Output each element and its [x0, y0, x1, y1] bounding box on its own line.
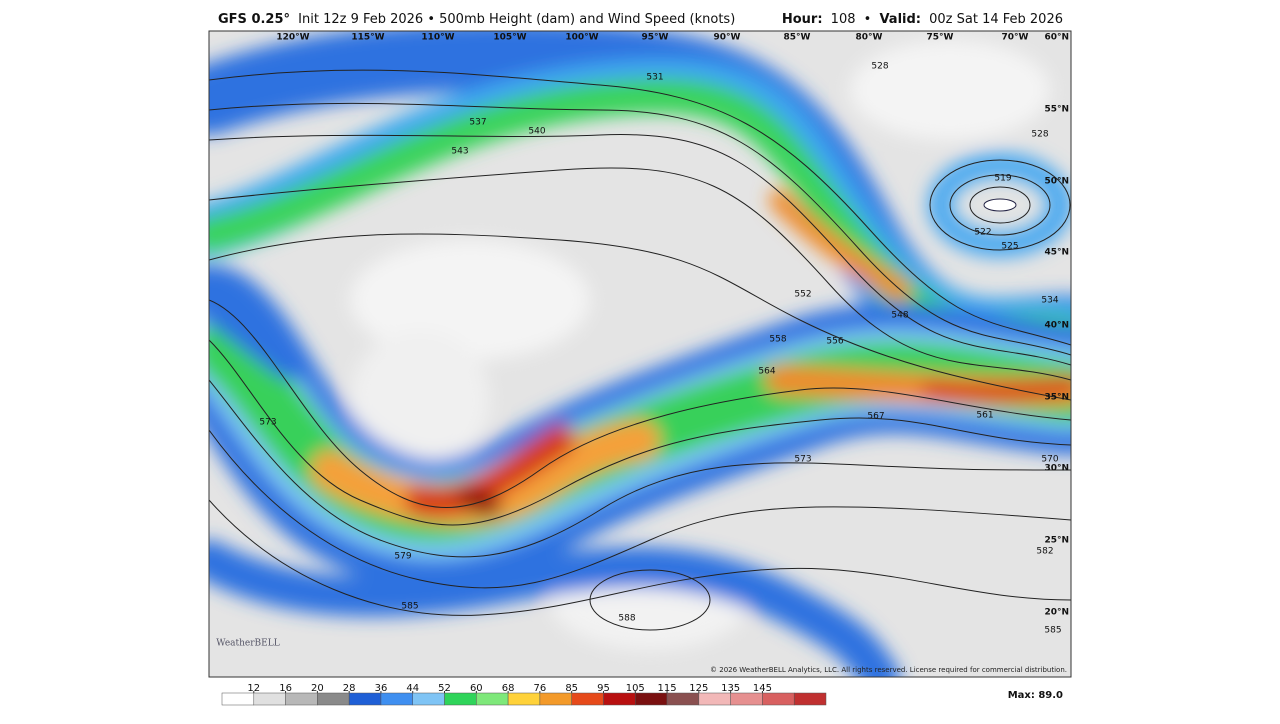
- colorbar-tick-label: 44: [406, 683, 419, 694]
- colorbar-tick-label: 115: [658, 683, 677, 694]
- latitude-label: 60°N: [1044, 33, 1069, 43]
- contour-label: 570: [1041, 455, 1058, 465]
- longitude-label: 70°W: [1002, 33, 1029, 43]
- contour-label: 561: [976, 411, 993, 421]
- colorbar-swatch: [380, 692, 413, 706]
- contour-label: 522: [974, 228, 991, 238]
- latitude-label: 45°N: [1044, 248, 1069, 258]
- hour: 108: [831, 12, 856, 27]
- max-label: Max: 89.0: [1008, 690, 1063, 701]
- colorbar-swatch: [698, 692, 731, 706]
- colorbar-swatch: [317, 692, 350, 706]
- colorbar-swatch: [730, 692, 763, 706]
- colorbar-swatch: [793, 692, 827, 706]
- colorbar-tick-label: 12: [247, 683, 260, 694]
- contour-label: 548: [891, 311, 908, 321]
- longitude-label: 85°W: [784, 33, 811, 43]
- contour-label: 519: [994, 174, 1011, 184]
- contour-label: 534: [1041, 296, 1058, 306]
- header-left: GFS 0.25° Init 12z 9 Feb 2026 • 500mb He…: [218, 12, 735, 27]
- colorbar-swatch: [539, 692, 572, 706]
- separator: •: [864, 12, 872, 27]
- colorbar-swatch: [507, 692, 541, 706]
- longitude-label: 100°W: [565, 33, 598, 43]
- contour-label: 543: [451, 147, 468, 157]
- latitude-label: 25°N: [1044, 536, 1069, 546]
- latitude-label: 40°N: [1044, 321, 1069, 331]
- colorbar-tick-label: 16: [279, 683, 292, 694]
- description: Init 12z 9 Feb 2026 • 500mb Height (dam)…: [298, 12, 735, 27]
- latitude-label: 35°N: [1044, 393, 1069, 403]
- contour-label: 582: [1036, 547, 1053, 557]
- colorbar-swatch: [285, 692, 318, 706]
- colorbar-swatch: [666, 692, 700, 706]
- longitude-label: 80°W: [856, 33, 883, 43]
- map-frame: [208, 30, 1072, 678]
- colorbar-tick-label: 145: [753, 683, 772, 694]
- contour-label: 525: [1001, 242, 1018, 252]
- copyright: © 2026 WeatherBELL Analytics, LLC. All r…: [710, 666, 1067, 674]
- longitude-label: 90°W: [714, 33, 741, 43]
- colorbar-tick-label: 68: [502, 683, 515, 694]
- colorbar-tick-label: 36: [375, 683, 388, 694]
- contour-label: 528: [1031, 130, 1048, 140]
- contour-label: 540: [528, 127, 545, 137]
- contour-label: 531: [646, 73, 663, 83]
- colorbar-tick-label: 76: [534, 683, 547, 694]
- valid: 00z Sat 14 Feb 2026: [929, 12, 1063, 27]
- colorbar-swatch: [635, 692, 668, 706]
- latitude-label: 30°N: [1044, 464, 1069, 474]
- colorbar-swatch: [412, 692, 445, 706]
- hour-label: Hour:: [782, 12, 823, 27]
- colorbar-tick-label: 28: [343, 683, 356, 694]
- latitude-label: 50°N: [1044, 177, 1069, 187]
- contour-label: 558: [769, 335, 786, 345]
- latitude-label: 20°N: [1044, 608, 1069, 618]
- contour-label: 585: [1044, 626, 1061, 636]
- colorbar-swatch: [476, 692, 509, 706]
- longitude-label: 105°W: [493, 33, 526, 43]
- colorbar-swatch: [253, 692, 286, 706]
- valid-label: Valid:: [879, 12, 921, 27]
- contour-label: 528: [871, 62, 888, 72]
- header-right: Hour: 108 • Valid: 00z Sat 14 Feb 2026: [782, 12, 1063, 27]
- colorbar-swatch: [762, 692, 795, 706]
- colorbar-tick-label: 135: [721, 683, 740, 694]
- contour-label: 588: [618, 614, 635, 624]
- colorbar-swatch: [571, 692, 604, 706]
- longitude-label: 120°W: [276, 33, 309, 43]
- contour-label: 573: [259, 418, 276, 428]
- colorbar-swatch: [221, 692, 255, 706]
- contour-label: 573: [794, 455, 811, 465]
- contour-label: 556: [826, 337, 843, 347]
- colorbar-tick-label: 52: [438, 683, 451, 694]
- contour-label: 552: [794, 290, 811, 300]
- colorbar-swatch: [603, 692, 636, 706]
- colorbar-swatch: [444, 692, 477, 706]
- map-field: [209, 31, 1071, 677]
- colorbar-tick-label: 125: [689, 683, 708, 694]
- longitude-label: 115°W: [351, 33, 384, 43]
- model-name: GFS 0.25°: [218, 12, 290, 27]
- contour-label: 579: [394, 552, 411, 562]
- contour-label: 564: [758, 367, 775, 377]
- watermark: WeatherBELL: [216, 639, 279, 649]
- longitude-label: 75°W: [927, 33, 954, 43]
- colorbar-tick-label: 85: [565, 683, 578, 694]
- colorbar-tick-label: 95: [597, 683, 610, 694]
- longitude-label: 95°W: [642, 33, 669, 43]
- contour-label: 567: [867, 412, 884, 422]
- contour-label: 537: [469, 118, 486, 128]
- colorbar-swatch: [348, 692, 382, 706]
- longitude-label: 110°W: [421, 33, 454, 43]
- colorbar-tick-label: 105: [626, 683, 645, 694]
- contour-label: 585: [401, 602, 418, 612]
- latitude-label: 55°N: [1044, 105, 1069, 115]
- colorbar-tick-label: 20: [311, 683, 324, 694]
- colorbar-tick-label: 60: [470, 683, 483, 694]
